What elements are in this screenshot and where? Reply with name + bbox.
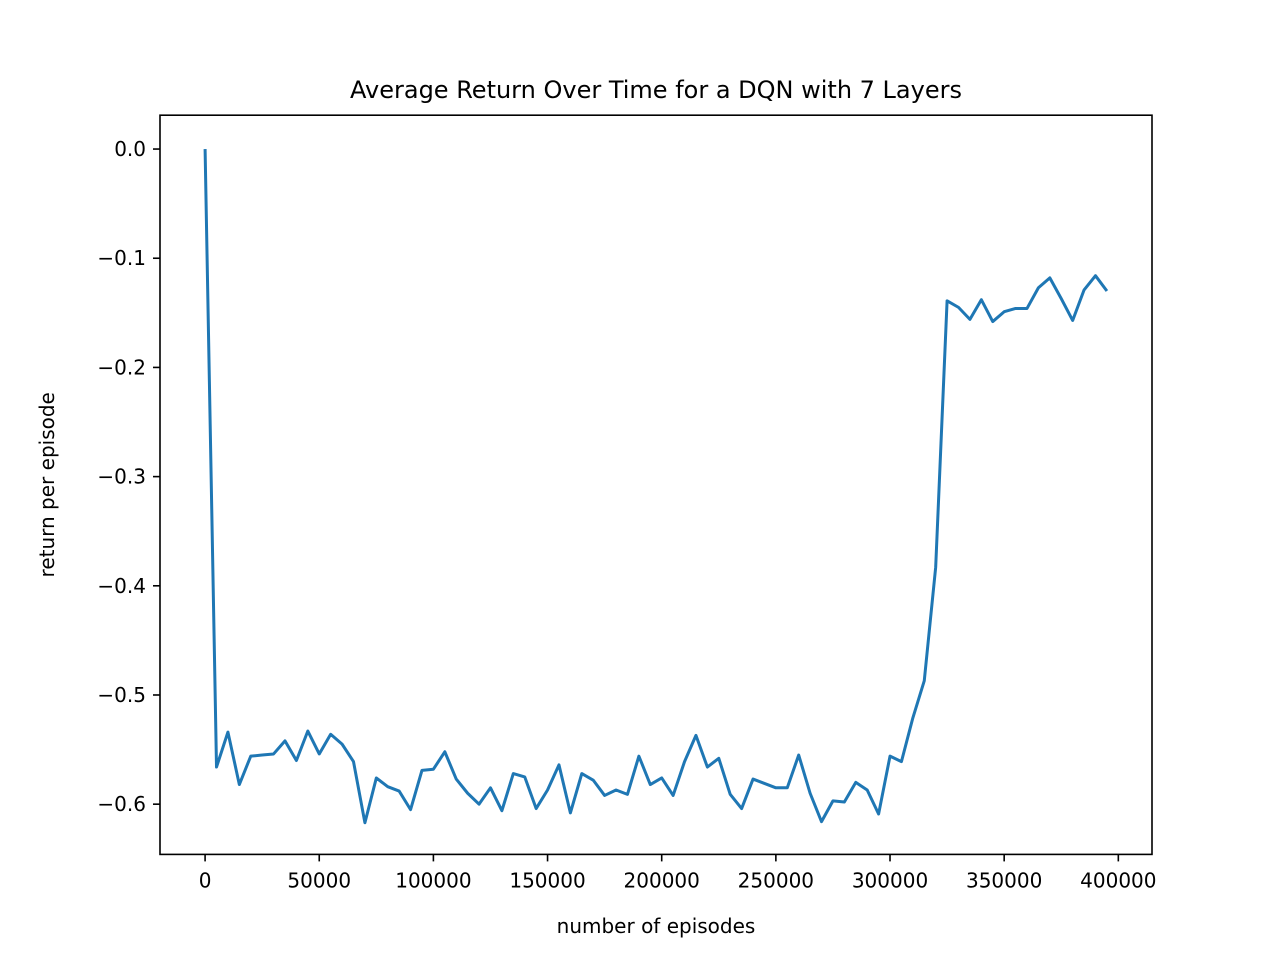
x-tick-label: 50000 xyxy=(287,868,351,892)
y-tick-label: −0.1 xyxy=(97,246,146,270)
x-tick-label: 300000 xyxy=(852,868,928,892)
x-tick-label: 150000 xyxy=(509,868,585,892)
x-tick-label: 0 xyxy=(199,868,212,892)
x-tick-label: 200000 xyxy=(624,868,700,892)
series-line-0 xyxy=(203,149,1109,825)
plot-area-frame xyxy=(159,114,1153,856)
y-tick-label: −0.3 xyxy=(97,465,146,489)
y-tick-label: −0.5 xyxy=(97,683,146,707)
x-tick-label: 100000 xyxy=(395,868,471,892)
y-tick-label: −0.6 xyxy=(97,792,146,816)
y-axis-label: return per episode xyxy=(35,392,59,577)
y-tick-label: −0.2 xyxy=(97,355,146,379)
chart-title: Average Return Over Time for a DQN with … xyxy=(350,76,962,104)
x-tick-label: 350000 xyxy=(966,868,1042,892)
x-axis-label: number of episodes xyxy=(557,914,756,938)
x-tick-label: 250000 xyxy=(738,868,814,892)
x-tick-label: 400000 xyxy=(1080,868,1156,892)
y-tick-label: 0.0 xyxy=(114,137,146,161)
y-tick-label: −0.4 xyxy=(97,574,146,598)
